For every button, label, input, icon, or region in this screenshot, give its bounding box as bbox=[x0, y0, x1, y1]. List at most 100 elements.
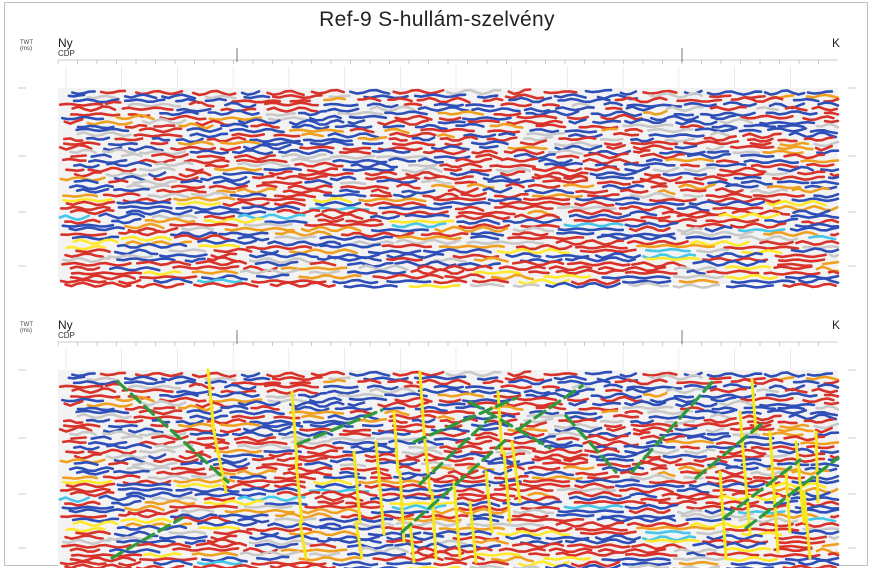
reflection-segment bbox=[213, 166, 263, 172]
reflection-segment bbox=[329, 154, 376, 160]
reflection-segment bbox=[138, 127, 183, 134]
reflection-segment bbox=[784, 556, 840, 562]
reflection-segment bbox=[417, 105, 470, 113]
reflection-segment bbox=[526, 131, 565, 137]
reflection-segment bbox=[86, 120, 133, 126]
reflection-segment bbox=[683, 421, 740, 428]
reflection-segment bbox=[487, 461, 535, 467]
reflection-segment bbox=[587, 193, 620, 199]
reflection-segment bbox=[189, 149, 229, 155]
reflection-segment bbox=[730, 561, 796, 567]
reflection-segment bbox=[742, 132, 782, 140]
reflection-segment bbox=[505, 534, 542, 541]
reflection-segment bbox=[172, 265, 240, 270]
reflection-segment bbox=[175, 137, 204, 144]
reflection-segment bbox=[752, 193, 805, 198]
reflection-segment bbox=[802, 397, 835, 404]
reflection-segment bbox=[828, 253, 840, 259]
reflection-segment bbox=[532, 165, 583, 173]
reflection-segment bbox=[237, 160, 291, 168]
reflection-segment bbox=[62, 439, 87, 445]
reflection-segment bbox=[680, 163, 700, 168]
reflection-segment bbox=[290, 157, 332, 163]
reflection-segment bbox=[73, 445, 100, 451]
reflection-segment bbox=[386, 256, 424, 262]
reflection-segment bbox=[574, 244, 628, 250]
reflection-segment bbox=[294, 443, 344, 450]
reflection-segment bbox=[101, 430, 136, 437]
reflection-segment bbox=[375, 155, 429, 160]
reflection-segment bbox=[455, 122, 485, 128]
reflection-segment bbox=[596, 516, 677, 523]
fault-line-yellow bbox=[468, 500, 478, 564]
reflection-segment bbox=[672, 283, 721, 290]
reflection-segment bbox=[332, 560, 379, 567]
reflection-segment bbox=[583, 152, 629, 160]
reflection-segment bbox=[454, 180, 478, 185]
reflection-segment bbox=[587, 475, 620, 481]
reflection-segment bbox=[206, 256, 238, 263]
reflection-segment bbox=[109, 266, 161, 272]
reflection-segment bbox=[222, 453, 264, 458]
reflection-segment bbox=[730, 378, 784, 385]
reflection-segment bbox=[70, 112, 121, 117]
reflection-segment bbox=[791, 186, 830, 194]
reflection-segment bbox=[433, 561, 468, 567]
reflection-segment bbox=[827, 175, 840, 180]
fault-line-yellow bbox=[794, 440, 806, 524]
horizon-line-green bbox=[412, 396, 518, 444]
reflection-segment bbox=[378, 487, 453, 493]
reflection-segment bbox=[298, 171, 354, 177]
fault-line-yellow bbox=[784, 470, 792, 534]
reflection-segment bbox=[542, 460, 589, 466]
reflection-segment bbox=[706, 90, 763, 97]
reflection-segment bbox=[455, 439, 493, 446]
reflection-segment bbox=[153, 124, 176, 128]
reflection-segment bbox=[504, 375, 545, 382]
reflection-segment bbox=[676, 205, 710, 212]
reflection-segment bbox=[487, 478, 522, 485]
reflection-segment bbox=[500, 384, 532, 390]
reflection-segment bbox=[622, 279, 672, 285]
reflection-segment bbox=[525, 391, 580, 399]
reflection-segment bbox=[794, 222, 840, 228]
reflection-segment bbox=[180, 460, 203, 466]
reflection-segment bbox=[434, 225, 509, 233]
reflection-segment bbox=[645, 256, 701, 262]
reflection-segment bbox=[294, 161, 344, 168]
cdp-label: CDP bbox=[58, 49, 75, 58]
reflection-segment bbox=[460, 191, 487, 198]
reflection-segment bbox=[433, 257, 467, 264]
reflection-segment bbox=[105, 453, 148, 460]
reflection-segment bbox=[624, 270, 678, 275]
reflection-segment bbox=[523, 135, 554, 142]
reflection-segment bbox=[71, 235, 120, 241]
reflection-segment bbox=[624, 165, 651, 173]
reflection-segment bbox=[676, 380, 723, 385]
reflection-segment bbox=[805, 93, 840, 100]
reflection-segment bbox=[456, 218, 501, 226]
reflection-segment bbox=[393, 474, 418, 481]
reflection-segment bbox=[370, 228, 429, 233]
reflection-segment bbox=[508, 96, 553, 104]
reflection-segment bbox=[731, 209, 791, 217]
reflection-segment bbox=[273, 475, 317, 481]
horizon-line-green bbox=[722, 458, 802, 520]
reflection-segment bbox=[251, 456, 275, 462]
reflection-segment bbox=[683, 101, 717, 108]
horizon-line-green bbox=[744, 456, 840, 530]
reflection-segment bbox=[813, 140, 840, 148]
reflection-segment bbox=[75, 469, 110, 476]
reflection-segment bbox=[714, 187, 744, 194]
reflection-segment bbox=[395, 238, 461, 246]
reflection-segment bbox=[138, 150, 187, 156]
fault-line-yellow bbox=[418, 370, 426, 434]
reflection-segment bbox=[439, 135, 479, 142]
reflection-segment bbox=[206, 538, 238, 545]
reflection-segment bbox=[482, 379, 504, 385]
reflection-segment bbox=[338, 432, 372, 437]
reflection-segment bbox=[708, 94, 732, 99]
reflection-segment bbox=[357, 96, 382, 103]
reflection-segment bbox=[264, 219, 308, 224]
reflection-segment bbox=[789, 226, 840, 232]
